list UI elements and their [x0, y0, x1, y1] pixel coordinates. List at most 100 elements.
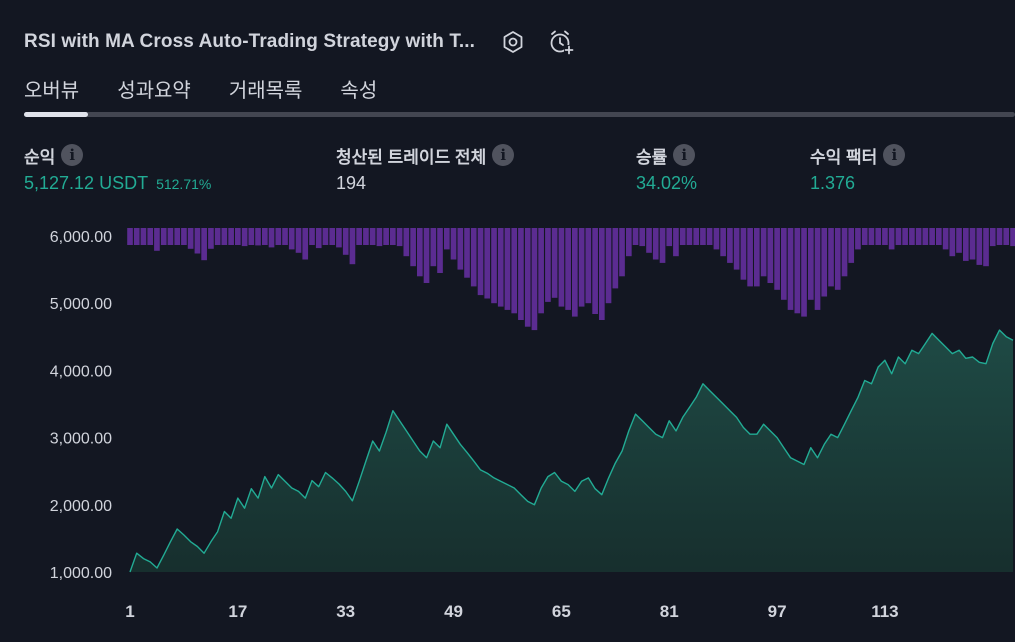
drawdown-bar	[599, 228, 605, 320]
drawdown-bar	[255, 228, 261, 246]
drawdown-bar	[963, 228, 969, 261]
drawdown-bar	[888, 228, 895, 250]
drawdown-bar	[983, 228, 989, 267]
drawdown-bar	[558, 228, 565, 307]
drawdown-bar	[693, 228, 700, 245]
tab-overview[interactable]: 오버뷰	[24, 80, 80, 102]
drawdown-bar	[497, 228, 504, 307]
drawdown-bar	[612, 228, 619, 289]
metric-win-rate: 승률 i 34.02%	[636, 143, 697, 194]
drawdown-bar	[154, 228, 160, 251]
tab-performance-summary[interactable]: 성과요약	[117, 80, 191, 102]
drawdown-bar	[808, 228, 814, 300]
drawdown-bar	[187, 228, 194, 249]
drawdown-bar	[444, 228, 450, 250]
drawdown-bar	[470, 228, 477, 287]
drawdown-bar	[363, 228, 369, 245]
y-axis: 1,000.00 2,000.00 3,000.00 4,000.00 5,000.00…	[50, 229, 112, 582]
drawdown-bar	[504, 228, 511, 310]
drawdown-bar	[686, 228, 693, 245]
drawdown-bar	[767, 228, 774, 283]
drawdown-bar	[713, 228, 720, 250]
equity-line	[129, 329, 1014, 573]
tab-active-indicator	[24, 112, 88, 117]
tab-trade-list[interactable]: 거래목록	[228, 80, 303, 102]
drawdown-bar	[747, 228, 753, 287]
drawdown-bar	[565, 228, 571, 310]
drawdown-bars	[127, 228, 1015, 331]
drawdown-bar	[127, 228, 133, 245]
drawdown-bar	[518, 228, 524, 320]
drawdown-bar	[140, 228, 147, 245]
drawdown-bar	[221, 228, 228, 245]
drawdown-bar	[585, 228, 592, 304]
drawdown-bar	[922, 228, 929, 245]
drawdown-bar	[652, 228, 659, 260]
drawdown-bar	[1010, 228, 1015, 247]
drawdown-bar	[174, 228, 181, 245]
drawdown-bar	[760, 228, 767, 277]
drawdown-bar	[794, 228, 801, 314]
drawdown-bar	[632, 228, 639, 245]
tab-properties[interactable]: 속성	[340, 80, 378, 102]
drawdown-bar	[936, 228, 942, 245]
drawdown-bar	[855, 228, 861, 250]
info-icon[interactable]: i	[492, 144, 515, 166]
drawdown-bar	[464, 228, 470, 278]
drawdown-bar	[848, 228, 855, 263]
info-icon[interactable]: i	[673, 144, 696, 166]
drawdown-bar	[727, 228, 733, 263]
x-axis: 1 17 33 49 65 81 97 113	[125, 602, 898, 621]
drawdown-bar	[396, 228, 403, 247]
drawdown-bar	[976, 228, 983, 265]
drawdown-bar	[733, 228, 740, 270]
drawdown-bar	[828, 228, 834, 287]
drawdown-bar	[417, 228, 423, 277]
metric-label: 승률	[636, 147, 668, 167]
info-icon[interactable]: i	[883, 144, 906, 166]
drawdown-bar	[679, 228, 686, 245]
drawdown-bar	[841, 228, 848, 277]
drawdown-bar	[787, 228, 794, 310]
metric-value: 34.02%	[636, 173, 698, 193]
drawdown-bar	[275, 228, 282, 245]
drawdown-bar	[969, 228, 976, 260]
drawdown-bar	[356, 228, 362, 245]
x-tick-label: 113	[871, 602, 898, 621]
drawdown-bar	[315, 228, 322, 249]
drawdown-bar	[262, 228, 268, 245]
drawdown-bar	[861, 228, 868, 245]
drawdown-bar	[619, 228, 625, 277]
drawdown-bar	[228, 228, 234, 245]
drawdown-bar	[376, 228, 383, 247]
y-tick-label: 5,000.00	[50, 296, 112, 313]
drawdown-bar	[909, 228, 915, 245]
drawdown-bar	[524, 228, 531, 327]
equity-area	[130, 330, 1013, 572]
equity-drawdown-chart[interactable]: 1,000.00 2,000.00 3,000.00 4,000.00 5,000.00…	[0, 220, 1015, 642]
drawdown-bar	[1003, 228, 1010, 245]
drawdown-bar	[875, 228, 882, 245]
drawdown-bar	[673, 228, 679, 257]
metric-label: 청산된 트레이드 전체	[336, 147, 487, 167]
x-tick-label: 97	[768, 602, 787, 621]
drawdown-bar	[201, 228, 207, 261]
drawdown-bar	[329, 228, 336, 245]
drawdown-bar	[915, 228, 922, 245]
info-icon[interactable]: i	[61, 144, 84, 166]
metric-label: 순익	[24, 147, 56, 167]
drawdown-bar	[302, 228, 309, 260]
drawdown-bar	[626, 228, 632, 257]
metric-total-closed-trades: 청산된 트레이드 전체 i 194	[336, 143, 515, 194]
drawdown-bar	[450, 228, 457, 260]
drawdown-bar	[342, 228, 349, 255]
drawdown-bar	[639, 228, 646, 247]
metric-value: 1.376	[810, 173, 856, 193]
drawdown-bar	[410, 228, 416, 267]
strategy-title: RSI with MA Cross Auto-Trading Strategy …	[24, 31, 476, 52]
settings-hexagon-icon[interactable]	[499, 28, 527, 56]
add-alert-clock-icon[interactable]	[547, 28, 575, 56]
drawdown-bar	[929, 228, 935, 245]
drawdown-bar	[801, 228, 807, 317]
drawdown-bar	[781, 228, 787, 300]
